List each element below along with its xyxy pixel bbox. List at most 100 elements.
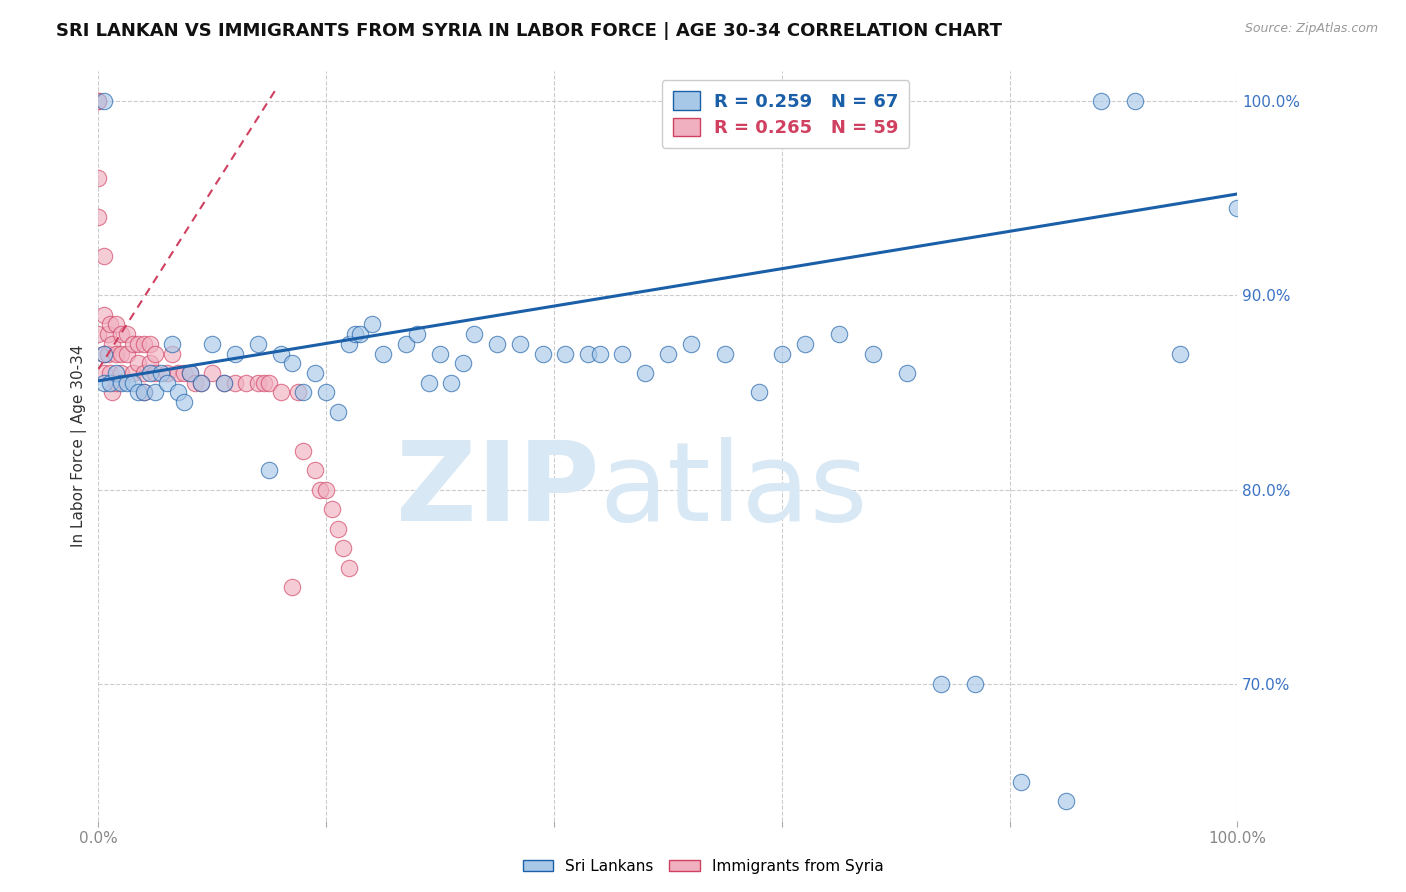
Point: [235, 376, 257, 390]
Point: [127, 385, 149, 400]
Point: [115, 346, 138, 360]
Point: [201, 336, 224, 351]
Point: [184, 376, 207, 390]
Point: [110, 366, 132, 380]
Point: [179, 366, 201, 380]
Point: [93, 376, 115, 390]
Point: [110, 376, 132, 390]
Point: [87, 327, 110, 342]
Text: atlas: atlas: [599, 437, 868, 544]
Point: [554, 346, 576, 360]
Point: [281, 356, 304, 370]
Point: [173, 395, 195, 409]
Point: [87, 211, 110, 225]
Point: [190, 376, 212, 390]
Point: [96, 327, 118, 342]
Point: [634, 366, 657, 380]
Point: [451, 356, 474, 370]
Point: [156, 366, 179, 380]
Point: [110, 327, 132, 342]
Point: [138, 366, 160, 380]
Point: [326, 522, 349, 536]
Point: [965, 677, 987, 691]
Point: [127, 356, 149, 370]
Point: [828, 327, 851, 342]
Point: [321, 502, 343, 516]
Point: [224, 346, 246, 360]
Point: [862, 346, 884, 360]
Point: [679, 336, 702, 351]
Point: [395, 336, 418, 351]
Point: [93, 366, 115, 380]
Point: [212, 376, 235, 390]
Point: [110, 346, 132, 360]
Point: [793, 336, 815, 351]
Point: [162, 336, 184, 351]
Point: [127, 336, 149, 351]
Point: [896, 366, 918, 380]
Point: [748, 385, 770, 400]
Point: [101, 336, 124, 351]
Point: [104, 366, 127, 380]
Point: [115, 327, 138, 342]
Point: [121, 366, 143, 380]
Point: [145, 366, 167, 380]
Point: [1090, 94, 1112, 108]
Point: [304, 463, 326, 477]
Point: [98, 366, 121, 380]
Point: [145, 385, 167, 400]
Point: [531, 346, 554, 360]
Point: [588, 346, 610, 360]
Point: [101, 385, 124, 400]
Point: [292, 443, 315, 458]
Text: ZIP: ZIP: [396, 437, 599, 544]
Point: [115, 376, 138, 390]
Text: SRI LANKAN VS IMMIGRANTS FROM SYRIA IN LABOR FORCE | AGE 30-34 CORRELATION CHART: SRI LANKAN VS IMMIGRANTS FROM SYRIA IN L…: [56, 22, 1002, 40]
Point: [246, 336, 269, 351]
Point: [657, 346, 679, 360]
Point: [326, 405, 349, 419]
Legend: R = 0.259   N = 67, R = 0.265   N = 59: R = 0.259 N = 67, R = 0.265 N = 59: [662, 80, 910, 148]
Point: [121, 376, 143, 390]
Point: [167, 385, 190, 400]
Point: [349, 327, 371, 342]
Legend: Sri Lankans, Immigrants from Syria: Sri Lankans, Immigrants from Syria: [516, 853, 890, 880]
Point: [1010, 774, 1032, 789]
Point: [332, 541, 354, 556]
Point: [337, 560, 360, 574]
Point: [93, 346, 115, 360]
Point: [486, 336, 509, 351]
Point: [304, 366, 326, 380]
Point: [121, 336, 143, 351]
Point: [714, 346, 737, 360]
Point: [929, 677, 952, 691]
Point: [98, 376, 121, 390]
Point: [98, 318, 121, 332]
Point: [201, 366, 224, 380]
Point: [770, 346, 793, 360]
Point: [1226, 201, 1249, 215]
Point: [463, 327, 485, 342]
Point: [509, 336, 531, 351]
Point: [270, 385, 292, 400]
Point: [145, 346, 167, 360]
Point: [132, 366, 155, 380]
Point: [1054, 794, 1078, 808]
Point: [224, 376, 246, 390]
Point: [259, 463, 281, 477]
Point: [315, 483, 337, 497]
Point: [173, 366, 195, 380]
Point: [371, 346, 394, 360]
Point: [162, 346, 184, 360]
Point: [1123, 94, 1146, 108]
Point: [93, 249, 115, 263]
Point: [287, 385, 309, 400]
Point: [179, 366, 201, 380]
Point: [138, 356, 160, 370]
Point: [93, 94, 115, 108]
Point: [93, 346, 115, 360]
Point: [96, 346, 118, 360]
Point: [93, 308, 115, 322]
Point: [315, 385, 337, 400]
Point: [440, 376, 463, 390]
